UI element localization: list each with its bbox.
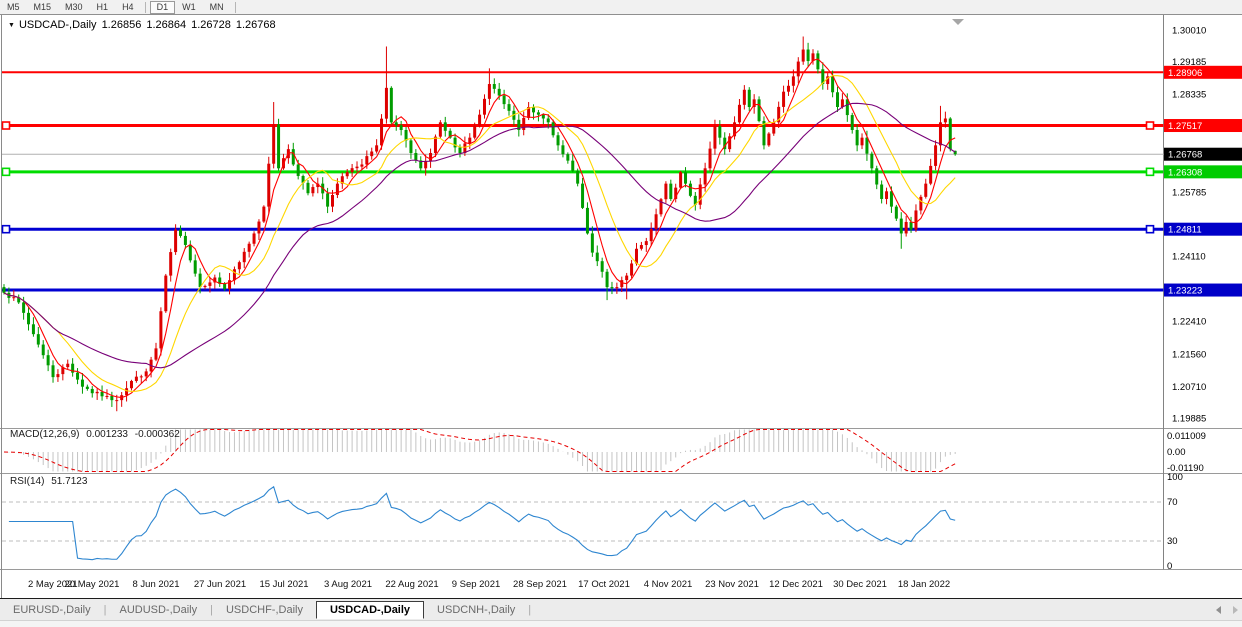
- macd-scale-label: 0.00: [1167, 447, 1186, 458]
- symbol-tab-bar: EURUSD-,Daily | AUDUSD-,Daily | USDCHF-,…: [0, 598, 1242, 620]
- price-axis-label: 1.19885: [1172, 413, 1206, 424]
- date-axis-label: 20 May 2021: [65, 579, 120, 590]
- date-axis-label: 27 Jun 2021: [194, 579, 246, 590]
- timeframe-m5-button[interactable]: M5: [7, 1, 20, 12]
- date-axis-label: 3 Aug 2021: [324, 579, 372, 590]
- tab-usdcad-active[interactable]: USDCAD-,Daily: [315, 600, 425, 619]
- level-line-handle[interactable]: [1, 167, 11, 177]
- tab-scroll-arrows: [1216, 606, 1238, 614]
- moving-average-30: [3, 102, 956, 369]
- chart-shift-marker-icon[interactable]: [952, 19, 964, 25]
- timeframe-m15-button[interactable]: M15: [33, 1, 52, 12]
- date-axis-label: 12 Dec 2021: [769, 579, 823, 590]
- svg-text:1.24811: 1.24811: [1168, 225, 1202, 236]
- timeframe-d1-button[interactable]: D1: [149, 0, 176, 14]
- level-line-handle[interactable]: [1145, 224, 1155, 234]
- price-axis-label: 1.24110: [1172, 252, 1206, 263]
- svg-text:1.27517: 1.27517: [1168, 121, 1202, 132]
- timeframe-h4-button[interactable]: H4: [122, 1, 134, 12]
- timeframe-w1-button[interactable]: W1: [182, 1, 196, 12]
- price-axis-label: 1.30010: [1172, 26, 1206, 37]
- price-axis-label: 1.20710: [1172, 382, 1206, 393]
- tab-divider: |: [103, 603, 107, 616]
- level-line-handle[interactable]: [1, 121, 11, 130]
- moving-average-12: [3, 75, 956, 392]
- date-axis-label: 9 Sep 2021: [452, 579, 501, 590]
- price-axis-label: 1.28335: [1172, 90, 1206, 101]
- horizontal-level-lines[interactable]: [1, 71, 1164, 292]
- rsi-scale-label: 100: [1167, 472, 1183, 483]
- price-badge: 1.24811: [1164, 222, 1242, 236]
- rsi-scale-label: 0: [1167, 561, 1172, 572]
- price-badge: 1.26308: [1164, 165, 1242, 179]
- price-badge: 1.23223: [1164, 283, 1242, 297]
- price-axis-label: 1.25785: [1172, 187, 1206, 198]
- price-badge: 1.28906: [1164, 65, 1242, 79]
- date-axis-label: 30 Dec 2021: [833, 579, 887, 590]
- toolbar-separator: [234, 1, 236, 13]
- svg-text:1.28906: 1.28906: [1168, 68, 1202, 79]
- toolbar-separator: [144, 1, 146, 13]
- date-axis-label: 23 Nov 2021: [705, 579, 759, 590]
- tab-scroll-right-icon[interactable]: [1233, 606, 1238, 614]
- tab-audusd[interactable]: AUDUSD-,Daily: [119, 603, 198, 616]
- price-axis-label: 1.22410: [1172, 317, 1206, 328]
- price-axis-label: 1.29185: [1172, 57, 1206, 68]
- timeframe-toolbar: M5 M15 M30 H1 H4 D1 W1 MN: [0, 0, 1242, 15]
- moving-average-5: [3, 58, 956, 399]
- svg-text:1.26308: 1.26308: [1168, 167, 1202, 178]
- date-axis-label: 17 Oct 2021: [578, 579, 630, 590]
- price-badge: 1.27517: [1164, 119, 1242, 133]
- rsi-scale-label: 70: [1167, 497, 1178, 508]
- date-axis-label: 4 Nov 2021: [644, 579, 693, 590]
- rsi-line: [8, 485, 956, 561]
- tab-usdcnh[interactable]: USDCNH-,Daily: [437, 603, 516, 616]
- tab-usdchf[interactable]: USDCHF-,Daily: [225, 603, 303, 616]
- rsi-scale-label: 30: [1167, 536, 1178, 547]
- date-axis-label: 2 May 2021: [28, 579, 78, 590]
- macd-scale-label: 0.011009: [1167, 431, 1206, 442]
- tab-eurusd[interactable]: EURUSD-,Daily: [13, 603, 91, 616]
- tab-scroll-left-icon[interactable]: [1216, 606, 1221, 614]
- price-axis: 1.30010 1.29185 1.28335 1.25785 1.24110 1.224…: [1164, 26, 1242, 572]
- date-axis-label: 15 Jul 2021: [259, 579, 308, 590]
- level-line-handle[interactable]: [1145, 167, 1155, 177]
- date-axis-label: 22 Aug 2021: [385, 579, 438, 590]
- tab-divider: |: [210, 603, 213, 616]
- price-axis-label: 1.21560: [1172, 349, 1206, 360]
- date-axis-label: 18 Jan 2022: [898, 579, 950, 590]
- timeframe-mn-button[interactable]: MN: [209, 1, 224, 12]
- tab-divider: |: [528, 603, 532, 616]
- candlestick-series: [2, 36, 957, 412]
- date-axis-label: 28 Sep 2021: [513, 579, 567, 590]
- svg-text:1.23223: 1.23223: [1168, 286, 1202, 297]
- timeframe-h1-button[interactable]: H1: [96, 1, 109, 12]
- level-line-handle[interactable]: [1145, 121, 1155, 130]
- chart-canvas[interactable]: 1.30010 1.29185 1.28335 1.25785 1.24110 1.224…: [0, 15, 1242, 598]
- macd-signal-line: [3, 429, 956, 472]
- pane-separators: [0, 15, 1242, 598]
- macd-scale-label: -0.01190: [1167, 463, 1204, 474]
- date-axis-label: 8 Jun 2021: [132, 579, 179, 590]
- svg-text:1.26768: 1.26768: [1168, 150, 1202, 161]
- horizontal-scrollbar-track[interactable]: [0, 620, 1242, 627]
- macd-histogram: [8, 429, 956, 472]
- timeframe-m30-button[interactable]: M30: [65, 1, 83, 12]
- price-badge: 1.26768: [1164, 147, 1242, 161]
- level-line-handle[interactable]: [1, 224, 11, 234]
